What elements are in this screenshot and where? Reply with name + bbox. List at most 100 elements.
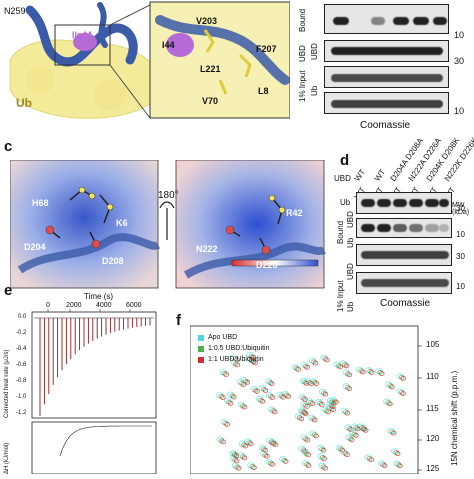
panel-e: Time (s) 0 2000 4000 6000 Corrected heat… [0, 292, 165, 474]
nmr-peak [358, 368, 365, 374]
nmr-peak [346, 426, 353, 431]
nmr-ytick-115: 115 [426, 404, 439, 413]
nmr-peak [252, 387, 259, 393]
nmr-peak [323, 408, 330, 413]
panel-e-letter: e [4, 282, 13, 299]
nmr-peak [398, 374, 405, 380]
nmr-peak [344, 410, 351, 416]
nmr-peak [281, 457, 287, 463]
nmr-peak [322, 391, 329, 397]
nmr-ytick-125: 125 [426, 464, 440, 473]
time-tick-2000: 2000 [66, 302, 82, 309]
nmr-peak [351, 431, 358, 437]
nmr-ytick-110: 110 [426, 372, 439, 381]
nmr-peak [240, 403, 246, 409]
residue-d208: D208 [102, 256, 124, 266]
nmr-peak [241, 455, 248, 461]
nmr-peak [322, 465, 328, 471]
panel-f: 105 110 115 120 125 15N chemical shift (… [189, 316, 474, 475]
itc-binding-isotherm [59, 425, 152, 457]
nmr-peak [333, 399, 339, 405]
nmr-legend: Apo UBD 1:0.5 UBD:Ubiquitin 1:1 UBD:Ubiq… [198, 332, 269, 365]
nmr-peak [240, 442, 247, 448]
nmr-peak [295, 367, 301, 372]
blot-d-input-ub [356, 272, 452, 294]
nmr-peak [387, 401, 393, 407]
nmr-peak [242, 443, 249, 449]
nmr-peak [368, 370, 375, 375]
nmr-peak [331, 398, 338, 404]
nmr-peak [400, 391, 406, 396]
nmr-peak [346, 386, 353, 392]
nmr-spectrum [189, 325, 422, 475]
nmr-peak [313, 433, 319, 439]
nmr-peak [282, 458, 289, 464]
nmr-peak [308, 400, 314, 405]
nmr-peak [252, 360, 258, 366]
panel-c: 180° H68 K6 D204 D208 R42 N222 D226 [9, 159, 332, 290]
nmr-peak [224, 422, 230, 427]
nmr-peak [321, 456, 327, 462]
rotation-label: 180° [158, 190, 179, 201]
nmr-peak [280, 394, 286, 400]
mw-b-30: 30 [454, 56, 465, 66]
nmr-peak [398, 390, 405, 395]
nmr-peak [270, 408, 276, 414]
nmr-peak [227, 401, 234, 406]
nmr-peak [241, 404, 248, 410]
time-axis-label: Time (s) [84, 292, 114, 301]
mw-d-30a: 30 [456, 204, 465, 213]
residue-n259-label: N259 [4, 6, 26, 16]
legend-label-full: 1:1 UBD:Ubiquitin [208, 356, 264, 363]
zoom-residue-v70: V70 [202, 96, 219, 106]
ile44-label: Ile44 [72, 30, 93, 40]
nmr-peak [389, 384, 395, 390]
nmr-peak [368, 457, 374, 463]
blot-b-input-ub [324, 92, 449, 114]
zoom-residue-l221: L221 [200, 64, 221, 74]
nmr-peak [311, 432, 318, 438]
panel-d-letter: d [340, 152, 350, 169]
nmr-peak [304, 404, 310, 409]
nmr-peak [302, 363, 309, 369]
y-tick-4: -0.8 [16, 378, 27, 384]
nmr-peak [249, 463, 256, 469]
panel-b-coomassie: Coomassie [360, 120, 411, 131]
y-tick-6: -1.2 [16, 410, 27, 416]
legend-half-ub: 1:0.5 UBD:Ubiquitin [198, 343, 269, 354]
nmr-ytick-120: 120 [426, 434, 440, 443]
nmr-peak [324, 357, 330, 363]
nmr-peak [393, 449, 399, 455]
y-tick-5: -1.0 [16, 394, 27, 400]
row-label-ubd-lane: UBD [310, 43, 319, 60]
nmr-peak [302, 410, 308, 416]
nmr-peak [339, 447, 346, 453]
nmr-peak [244, 379, 251, 385]
y-tick-0: 0.0 [18, 314, 27, 320]
nmr-peak [359, 369, 366, 375]
nmr-peak [269, 395, 276, 400]
nmr-peak [223, 372, 229, 377]
residue-d226: D226 [256, 260, 278, 270]
zoom-residue-l8: L8 [258, 86, 269, 96]
nmr-peak [267, 380, 273, 385]
nmr-peak [354, 426, 361, 432]
nmr-peak [247, 441, 254, 447]
nmr-peak [321, 390, 327, 396]
time-tick-4000: 4000 [96, 302, 112, 309]
blot-d-input-ubd [356, 244, 452, 266]
nmr-peak [235, 465, 242, 471]
nmr-peak [271, 409, 278, 415]
blot-d-bound-ubd [356, 192, 452, 214]
nmr-peak [309, 401, 316, 406]
nmr-peak [300, 409, 307, 414]
nmr-peak [337, 364, 343, 370]
nmr-peak [337, 446, 344, 452]
nmr-peak [242, 378, 249, 384]
nmr-peak [222, 420, 229, 426]
nmr-peak [262, 447, 268, 453]
nmr-peak [269, 461, 275, 467]
nmr-peak [218, 438, 225, 444]
nmr-peak [319, 402, 325, 407]
nmr-ytick-105: 105 [426, 340, 440, 349]
